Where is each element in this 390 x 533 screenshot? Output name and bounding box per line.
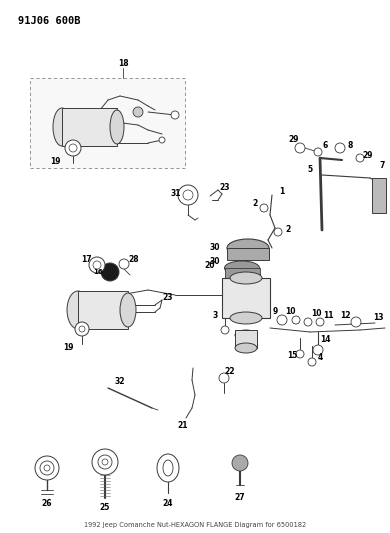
Text: 4: 4 [317,353,323,362]
Circle shape [277,315,287,325]
FancyBboxPatch shape [30,78,185,168]
Text: 9: 9 [272,308,278,317]
Text: 11: 11 [323,311,333,319]
Circle shape [221,326,229,334]
Circle shape [98,455,112,469]
Circle shape [65,140,81,156]
Ellipse shape [120,293,136,327]
Circle shape [356,154,364,162]
Circle shape [44,465,50,471]
Bar [225,268,260,278]
Text: 10: 10 [311,310,321,319]
Text: 21: 21 [178,421,188,430]
Text: 32: 32 [115,377,125,386]
Text: 1: 1 [279,188,285,197]
Circle shape [171,111,179,119]
Text: 17: 17 [81,254,91,263]
Circle shape [69,144,77,152]
Circle shape [92,449,118,475]
Ellipse shape [235,343,257,353]
Circle shape [89,257,105,273]
Circle shape [304,318,312,326]
Circle shape [232,455,248,471]
Text: 14: 14 [320,335,330,344]
Text: 15: 15 [287,351,297,359]
Ellipse shape [157,454,179,482]
Circle shape [101,263,119,281]
Circle shape [274,228,282,236]
Text: 12: 12 [340,311,350,320]
Text: 6: 6 [323,141,328,150]
Text: 30: 30 [210,257,220,266]
Ellipse shape [110,110,124,144]
Text: 7: 7 [379,160,385,169]
Text: 5: 5 [307,166,312,174]
Ellipse shape [235,330,257,340]
Bar [78,291,128,329]
Text: 19: 19 [50,157,60,166]
Ellipse shape [230,312,262,324]
Text: 29: 29 [289,135,299,144]
Circle shape [119,259,129,269]
Text: 8: 8 [347,141,353,149]
Circle shape [75,322,89,336]
Bar [62,108,117,146]
Text: 28: 28 [129,254,139,263]
Circle shape [183,190,193,200]
Text: 29: 29 [363,150,373,159]
Bar [227,248,269,260]
Text: 23: 23 [220,182,230,191]
Circle shape [295,143,305,153]
Text: 25: 25 [100,503,110,512]
Ellipse shape [67,291,89,329]
Circle shape [313,345,323,355]
Circle shape [260,204,268,212]
Text: 18: 18 [118,59,128,68]
Text: 20: 20 [205,261,215,270]
Text: 2: 2 [252,199,258,208]
Bar [372,178,386,213]
Text: 91J06 600B: 91J06 600B [18,16,80,26]
Text: 27: 27 [235,492,245,502]
Ellipse shape [227,239,269,257]
Circle shape [314,148,322,156]
Text: 23: 23 [163,294,173,303]
Text: 1992 Jeep Comanche Nut-HEXAGON FLANGE Diagram for 6500182: 1992 Jeep Comanche Nut-HEXAGON FLANGE Di… [84,522,306,528]
Circle shape [351,317,361,327]
Circle shape [335,143,345,153]
Circle shape [219,373,229,383]
Text: 31: 31 [171,190,181,198]
Circle shape [40,461,54,475]
Circle shape [102,459,108,465]
Ellipse shape [163,460,173,476]
Text: 16: 16 [93,269,103,275]
Circle shape [35,456,59,480]
Circle shape [159,137,165,143]
Text: 10: 10 [285,308,295,317]
Text: 26: 26 [42,499,52,508]
Circle shape [296,350,304,358]
Text: 3: 3 [213,311,218,319]
Circle shape [308,358,316,366]
Text: 24: 24 [163,499,173,508]
Circle shape [178,185,198,205]
Circle shape [93,261,101,269]
Ellipse shape [53,108,71,146]
Circle shape [79,326,85,332]
Text: 30: 30 [210,243,220,252]
Ellipse shape [230,272,262,284]
Text: 2: 2 [285,225,291,235]
Ellipse shape [225,261,259,275]
Text: 19: 19 [63,343,73,352]
Circle shape [133,107,143,117]
Text: 13: 13 [373,313,383,322]
Bar [235,330,257,348]
Text: 22: 22 [225,367,235,376]
Bar [222,278,270,318]
Circle shape [316,318,324,326]
Circle shape [292,316,300,324]
